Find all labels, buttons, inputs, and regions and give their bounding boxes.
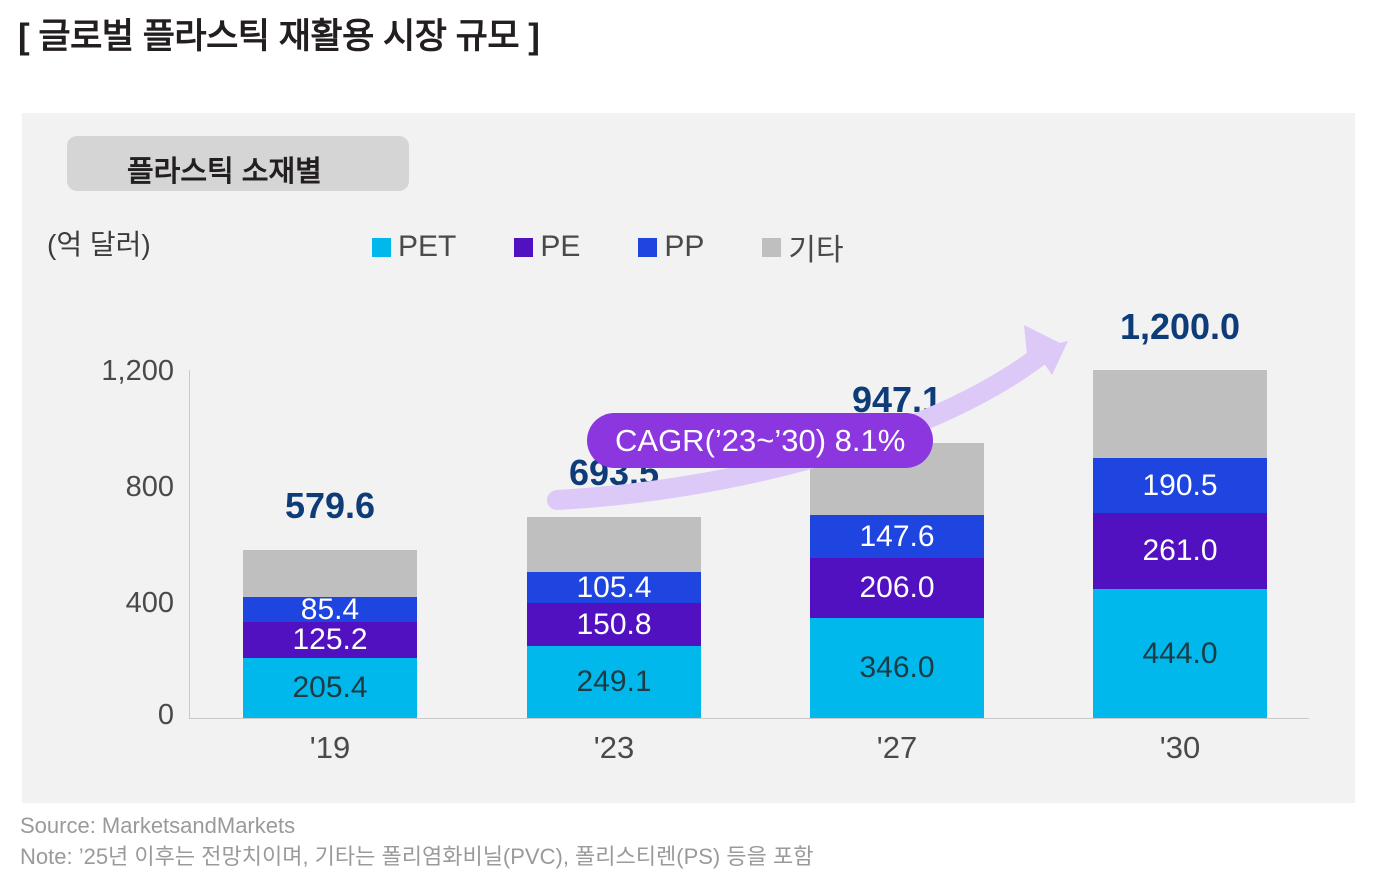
bar-value-pp: 85.4 <box>300 592 360 626</box>
bar-23[interactable]: 105.4 150.8 249.1 <box>527 517 701 718</box>
bar-segment-pe[interactable]: 125.2 <box>243 622 417 658</box>
bar-value-pe: 150.8 <box>576 607 652 641</box>
legend-label-pp: PP <box>664 230 705 263</box>
page-title: [ 글로벌 플라스틱 재활용 시장 규모 ] <box>18 17 540 56</box>
bar-segment-etc[interactable] <box>527 517 701 572</box>
bar-segment-pp[interactable]: 190.5 <box>1093 458 1267 513</box>
legend-swatch-pp-icon <box>638 237 658 257</box>
legend-label-pe: PE <box>540 230 581 263</box>
bar-segment-pe[interactable]: 206.0 <box>810 558 984 618</box>
x-tick-23: '23 <box>593 730 635 765</box>
bar-segment-pe[interactable]: 261.0 <box>1093 513 1267 589</box>
bar-value-pet: 346.0 <box>859 651 935 684</box>
bar-27[interactable]: 147.6 206.0 346.0 <box>810 443 984 718</box>
legend-label-etc: 기타 <box>788 234 844 267</box>
bar-segment-pet[interactable]: 444.0 <box>1093 589 1267 718</box>
bar-value-pe: 125.2 <box>292 623 368 656</box>
bar-total-19: 579.6 <box>284 485 376 526</box>
bar-19[interactable]: 85.4 125.2 205.4 <box>243 550 417 718</box>
plot-area: 1,200 800 400 0 85.4 125.2 205.4 579.6 '… <box>22 113 1355 803</box>
category-tag-label: 플라스틱 소재별 <box>127 156 322 188</box>
legend-swatch-pe-icon <box>514 237 534 257</box>
legend-item-pp: PP <box>638 230 704 264</box>
footnote-note: Note: ’25년 이후는 전망치이며, 기타는 폴리염화비닐(PVC), 폴… <box>20 844 814 870</box>
legend-item-etc: 기타 <box>762 225 844 269</box>
bar-segment-pp[interactable]: 85.4 <box>243 593 417 626</box>
x-tick-19: '19 <box>309 730 351 765</box>
bar-segment-pet[interactable]: 249.1 <box>527 646 701 718</box>
bar-value-pet: 205.4 <box>292 671 368 704</box>
cagr-badge-label: CAGR(’23~’30) 8.1% <box>615 422 906 458</box>
bar-segment-pp[interactable]: 105.4 <box>527 570 701 604</box>
bar-segment-pet[interactable]: 205.4 <box>243 658 417 718</box>
bar-value-pet: 249.1 <box>576 665 652 698</box>
legend-label-pet: PET <box>398 230 457 263</box>
bar-segment-etc[interactable] <box>1093 370 1267 458</box>
legend: PET PE PP 기타 <box>372 225 844 269</box>
bar-segment-pp[interactable]: 147.6 <box>810 515 984 558</box>
axis-unit-label: (억 달러) <box>47 229 151 260</box>
bar-value-pe: 261.0 <box>1142 534 1218 567</box>
y-tick-400: 400 <box>125 587 174 619</box>
x-tick-30: '30 <box>1159 730 1201 765</box>
category-tag: 플라스틱 소재별 <box>67 136 409 191</box>
y-tick-800: 800 <box>125 471 174 503</box>
bar-total-30: 1,200.0 <box>1119 306 1241 347</box>
y-tick-1200: 1,200 <box>101 355 174 387</box>
bar-segment-etc[interactable] <box>243 550 417 597</box>
legend-item-pe: PE <box>514 230 580 264</box>
bar-value-pe: 206.0 <box>859 571 935 604</box>
bar-segment-pet[interactable]: 346.0 <box>810 618 984 718</box>
cagr-badge: CAGR(’23~’30) 8.1% <box>587 413 934 468</box>
bar-value-pet: 444.0 <box>1142 636 1218 670</box>
bar-value-pp: 147.6 <box>859 519 935 553</box>
legend-swatch-etc-icon <box>762 237 782 257</box>
legend-swatch-pet-icon <box>372 237 391 257</box>
chart-panel: 플라스틱 소재별 (억 달러) PET PE PP 기타 1,200 800 4… <box>22 113 1355 803</box>
bar-value-pp: 190.5 <box>1142 468 1218 502</box>
bar-30[interactable]: 190.5 261.0 444.0 <box>1093 370 1267 718</box>
legend-item-pet: PET <box>372 230 456 264</box>
bar-value-pp: 105.4 <box>576 570 652 604</box>
y-axis-line <box>189 370 190 718</box>
x-axis-line <box>189 718 1309 719</box>
bar-segment-pe[interactable]: 150.8 <box>527 603 701 646</box>
y-tick-0: 0 <box>157 699 174 731</box>
footnotes: Source: MarketsandMarkets Note: ’25년 이후는… <box>20 810 813 872</box>
x-tick-27: '27 <box>876 730 918 765</box>
footnote-source: Source: MarketsandMarkets <box>20 813 296 838</box>
